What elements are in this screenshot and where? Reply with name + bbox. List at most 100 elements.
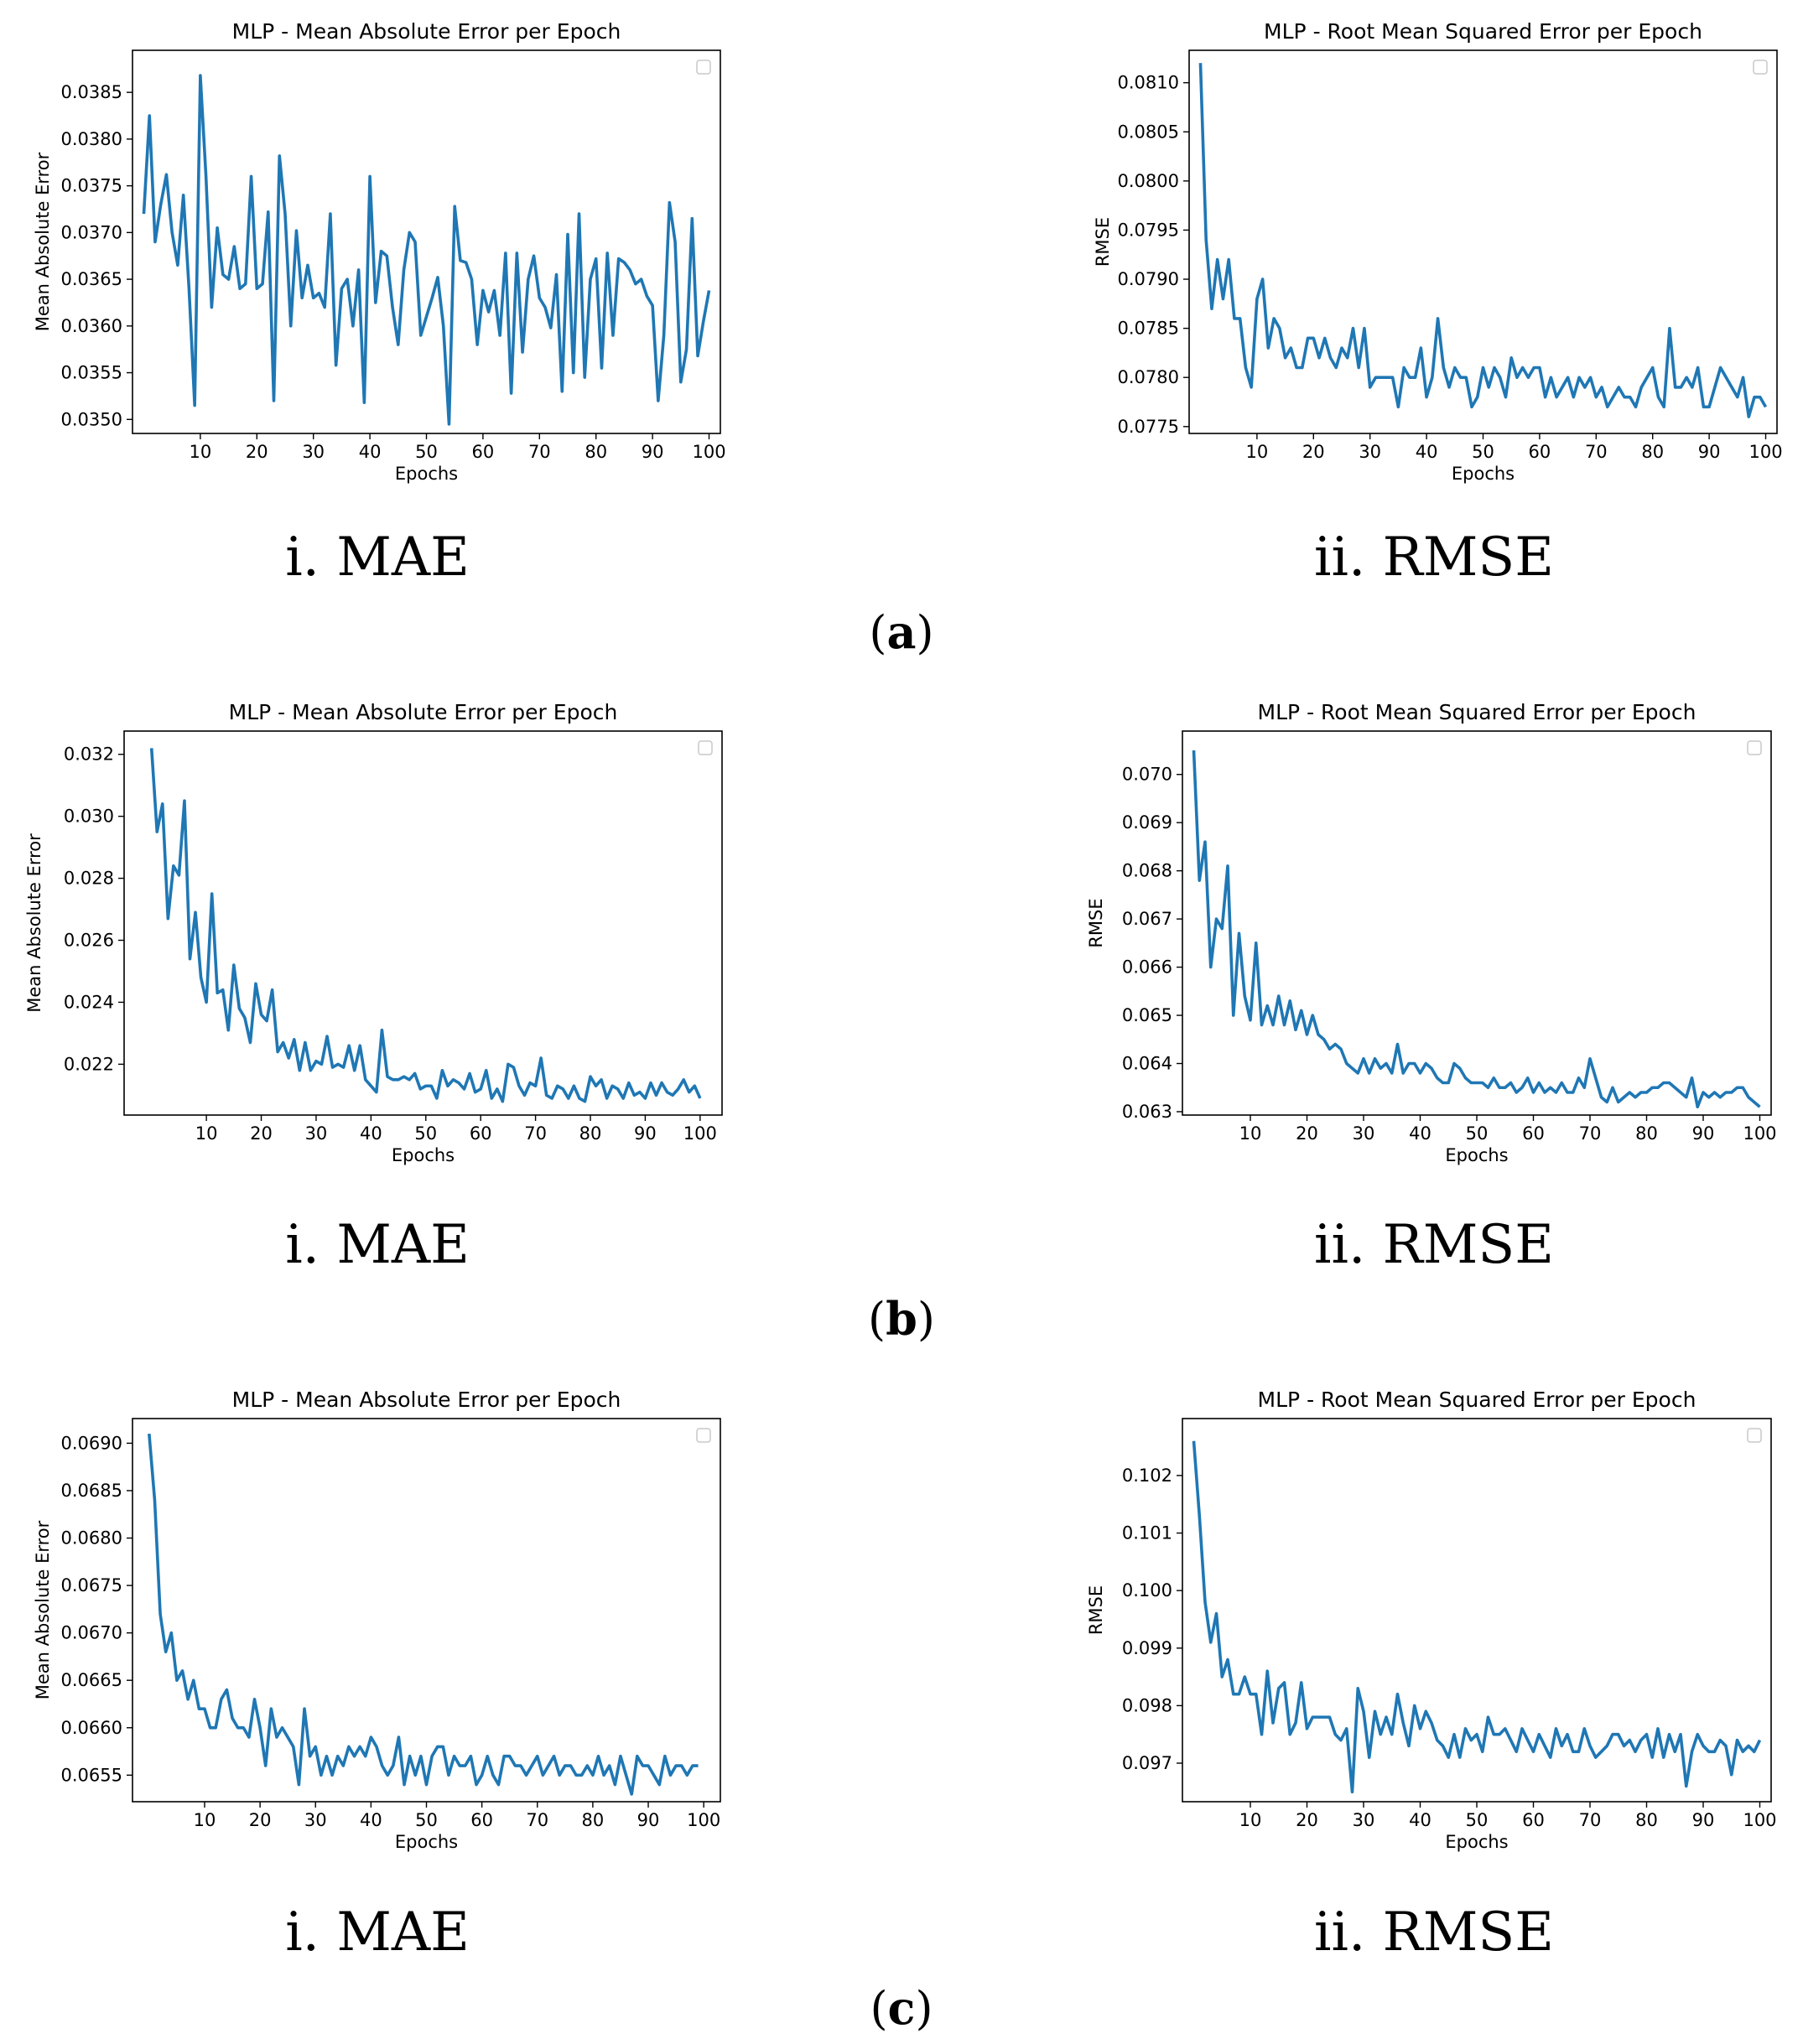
y-tick-label: 0.028: [64, 869, 114, 889]
chart-b-mae: MLP - Mean Absolute Error per Epoch 10 20 3…: [24, 700, 723, 1165]
panel-caption-c: (c): [870, 1981, 933, 2035]
sub-caption-a-mae: i. MAE: [285, 527, 470, 589]
x-tick-label: 70: [524, 1123, 547, 1144]
y-tick-label: 0.0660: [61, 1718, 122, 1738]
x-tick-label: 100: [687, 1810, 720, 1830]
y-tick-label: 0.0810: [1118, 73, 1179, 93]
x-tick-label: 80: [585, 442, 607, 462]
chart-c-rmse: MLP - Root Mean Squared Error per Epoch 1…: [1086, 1388, 1777, 1852]
y-tick-label: 0.0685: [61, 1481, 122, 1501]
x-tick-label: 10: [195, 1123, 218, 1144]
panel-caption-a: (a): [869, 605, 934, 659]
y-tick-label: 0.0805: [1118, 122, 1179, 142]
x-tick-label: 80: [579, 1123, 602, 1144]
x-tick-label: 80: [1641, 442, 1664, 462]
y-tick-label: 0.0780: [1118, 367, 1179, 387]
y-tick-label: 0.069: [1122, 812, 1172, 833]
y-tick-label: 0.0775: [1118, 417, 1179, 437]
series-line: [1192, 750, 1761, 1109]
y-axis-label: Mean Absolute Error: [33, 152, 53, 331]
x-tick-label: 10: [194, 1810, 216, 1830]
x-tick-label: 100: [1743, 1123, 1776, 1144]
x-tick-label: 20: [249, 1810, 272, 1830]
y-tick-label: 0.0370: [61, 222, 122, 242]
y-tick-label: 0.065: [1122, 1005, 1172, 1025]
y-tick-label: 0.0790: [1118, 269, 1179, 289]
x-tick-label: 40: [1409, 1123, 1431, 1144]
x-axis-label: Epochs: [1445, 1145, 1508, 1165]
y-tick-label: 0.102: [1122, 1466, 1172, 1486]
y-tick-label: 0.066: [1122, 957, 1172, 978]
y-tick-label: 0.0380: [61, 129, 122, 149]
x-tick-label: 60: [1522, 1810, 1545, 1830]
y-tick-label: 0.0655: [61, 1765, 122, 1785]
plot-frame: [1188, 49, 1778, 434]
chart-a-mae: MLP - Mean Absolute Error per Epoch 10 20 3…: [33, 19, 726, 484]
y-tick-label: 0.0785: [1118, 319, 1179, 339]
sub-caption-c-mae: i. MAE: [285, 1901, 470, 1964]
y-tick-label: 0.024: [64, 992, 114, 1012]
y-axis-label: RMSE: [1086, 1585, 1106, 1635]
y-tick-label: 0.0360: [61, 316, 122, 336]
y-tick-label: 0.0375: [61, 176, 122, 196]
y-tick-label: 0.097: [1122, 1753, 1172, 1773]
x-tick-label: 60: [470, 1123, 492, 1144]
sub-caption-a-rmse: ii. RMSE: [1314, 527, 1554, 589]
x-tick-label: 70: [1579, 1810, 1602, 1830]
x-tick-label: 10: [1239, 1810, 1262, 1830]
x-tick-label: 100: [692, 442, 725, 462]
y-tick-label: 0.101: [1122, 1523, 1172, 1543]
x-tick-label: 20: [1302, 442, 1325, 462]
x-tick-label: 20: [246, 442, 268, 462]
chart-title: MLP - Mean Absolute Error per Epoch: [232, 1388, 621, 1412]
x-tick-label: 90: [642, 442, 664, 462]
x-tick-label: 40: [1409, 1810, 1431, 1830]
x-tick-label: 90: [1692, 1123, 1715, 1144]
x-tick-label: 90: [634, 1123, 657, 1144]
y-tick-label: 0.099: [1122, 1638, 1172, 1658]
x-tick-label: 100: [1743, 1810, 1776, 1830]
y-tick-label: 0.0385: [61, 82, 122, 102]
x-tick-label: 60: [472, 442, 495, 462]
x-axis-label: Epochs: [1452, 464, 1515, 484]
x-tick-label: 30: [304, 1810, 327, 1830]
y-tick-label: 0.022: [64, 1054, 114, 1074]
sub-caption-b-rmse: ii. RMSE: [1314, 1214, 1554, 1276]
y-tick-label: 0.064: [1122, 1054, 1172, 1074]
x-tick-label: 60: [1529, 442, 1551, 462]
x-axis-label: Epochs: [1445, 1832, 1508, 1852]
y-axis-label: Mean Absolute Error: [33, 1520, 53, 1699]
x-tick-label: 90: [637, 1810, 660, 1830]
x-tick-label: 10: [1239, 1123, 1262, 1144]
series-line: [149, 748, 702, 1103]
y-tick-label: 0.070: [1122, 765, 1172, 785]
x-tick-label: 80: [1635, 1123, 1658, 1144]
x-tick-label: 30: [1353, 1123, 1375, 1144]
chart-b-rmse: MLP - Root Mean Squared Error per Epoch 1…: [1086, 700, 1777, 1165]
plot-frame: [1182, 730, 1772, 1116]
y-tick-label: 0.0365: [61, 269, 122, 289]
plot-frame: [1182, 1418, 1772, 1803]
legend-box: [1753, 60, 1768, 75]
legend-box: [1747, 1428, 1762, 1443]
y-tick-label: 0.100: [1122, 1580, 1172, 1600]
y-tick-label: 0.0670: [61, 1623, 122, 1643]
x-tick-label: 80: [582, 1810, 605, 1830]
x-tick-label: 30: [305, 1123, 328, 1144]
x-tick-label: 40: [359, 442, 382, 462]
x-tick-label: 30: [1359, 442, 1381, 462]
y-tick-label: 0.030: [64, 807, 114, 827]
chart-c-mae: MLP - Mean Absolute Error per Epoch 10 20 3…: [33, 1388, 721, 1852]
plot-frame: [123, 730, 723, 1116]
sub-caption-c-rmse: ii. RMSE: [1314, 1901, 1554, 1964]
legend-box: [696, 1428, 711, 1443]
chart-title: MLP - Root Mean Squared Error per Epoch: [1258, 700, 1696, 724]
x-tick-label: 30: [1353, 1810, 1375, 1830]
panel-caption-a-label: a: [886, 605, 917, 659]
y-tick-label: 0.0675: [61, 1575, 122, 1595]
y-tick-label: 0.067: [1122, 909, 1172, 929]
series-line: [142, 74, 711, 426]
x-tick-label: 20: [1296, 1123, 1318, 1144]
x-tick-label: 10: [1246, 442, 1269, 462]
x-tick-label: 50: [415, 442, 438, 462]
